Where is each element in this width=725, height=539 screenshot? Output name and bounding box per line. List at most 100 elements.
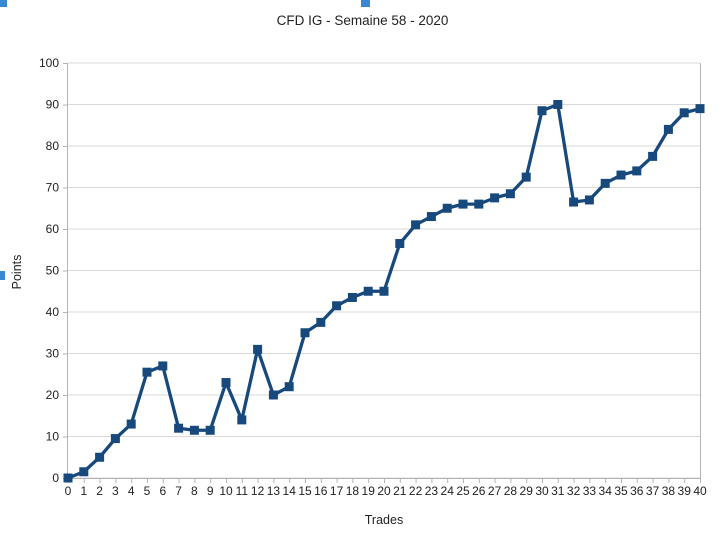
x-tick-label: 7 (175, 484, 182, 498)
data-point-marker[interactable] (521, 172, 531, 182)
data-point-marker[interactable] (79, 467, 89, 477)
x-tick-label: 29 (520, 484, 534, 498)
data-point-marker[interactable] (616, 170, 626, 180)
data-point-marker[interactable] (300, 328, 310, 338)
data-point-marker[interactable] (426, 212, 436, 222)
x-tick-label: 12 (251, 484, 265, 498)
data-point-marker[interactable] (379, 286, 389, 296)
data-point-marker[interactable] (347, 292, 357, 302)
data-point-marker[interactable] (316, 317, 326, 327)
data-point-marker[interactable] (695, 104, 705, 114)
x-tick-label: 35 (614, 484, 628, 498)
x-tick-label: 11 (236, 484, 249, 498)
data-point-marker[interactable] (505, 189, 515, 199)
data-point-marker[interactable] (95, 452, 105, 462)
x-tick-label: 40 (693, 484, 707, 498)
x-tick-label: 21 (393, 484, 407, 498)
x-tick-label: 27 (488, 484, 502, 498)
x-tick-label: 13 (267, 484, 281, 498)
x-tick-label: 33 (583, 484, 597, 498)
data-point-marker[interactable] (679, 108, 689, 118)
x-tick-label: 25 (456, 484, 470, 498)
x-tick-label: 5 (144, 484, 151, 498)
data-point-marker[interactable] (411, 220, 421, 230)
series-points[interactable] (63, 100, 705, 483)
y-tick-label: 30 (46, 347, 60, 361)
x-tick-label: 19 (362, 484, 376, 498)
x-tick-label: 0 (65, 484, 72, 498)
data-point-marker[interactable] (490, 193, 500, 203)
data-point-marker[interactable] (268, 390, 278, 400)
x-tick-label: 31 (551, 484, 565, 498)
data-point-marker[interactable] (363, 286, 373, 296)
x-tick-label: 6 (159, 484, 166, 498)
data-point-marker[interactable] (205, 425, 215, 435)
y-tick-label: 10 (46, 430, 60, 444)
data-point-marker[interactable] (158, 361, 168, 371)
data-point-marker[interactable] (237, 415, 247, 425)
x-tick-label: 26 (472, 484, 486, 498)
data-point-marker[interactable] (600, 178, 610, 188)
x-tick-label: 30 (535, 484, 549, 498)
x-tick-label: 24 (441, 484, 455, 498)
data-point-marker[interactable] (553, 100, 563, 109)
data-point-marker[interactable] (569, 197, 579, 207)
data-point-marker[interactable] (174, 423, 184, 433)
x-tick-label: 18 (346, 484, 360, 498)
data-point-marker[interactable] (189, 425, 199, 435)
x-tick-label: 32 (567, 484, 581, 498)
data-point-marker[interactable] (474, 199, 484, 209)
chart-title: CFD IG - Semaine 58 - 2020 (276, 13, 449, 28)
data-point-marker[interactable] (253, 344, 263, 354)
y-tick-label: 60 (46, 222, 60, 236)
data-point-marker[interactable] (142, 367, 152, 377)
x-tick-label: 22 (409, 484, 423, 498)
data-point-marker[interactable] (221, 378, 231, 388)
x-tick-label: 28 (504, 484, 518, 498)
data-point-marker[interactable] (332, 301, 342, 311)
selection-handle-left-middle[interactable] (0, 271, 5, 280)
data-point-marker[interactable] (584, 195, 594, 205)
y-tick-label: 100 (39, 56, 59, 70)
selection-handle-top-middle[interactable] (361, 0, 370, 7)
data-point-marker[interactable] (632, 166, 642, 176)
x-tick-label: 36 (630, 484, 644, 498)
x-tick-label: 14 (283, 484, 297, 498)
x-tick-label: 9 (207, 484, 214, 498)
data-point-marker[interactable] (395, 239, 405, 249)
x-tick-label: 3 (112, 484, 119, 498)
x-tick-label: 4 (128, 484, 135, 498)
data-point-marker[interactable] (126, 419, 136, 429)
data-point-marker[interactable] (663, 124, 673, 134)
y-tick-label: 50 (46, 264, 60, 278)
x-tick-label: 16 (314, 484, 328, 498)
y-tick-label: 80 (46, 139, 60, 153)
x-tick-label: 34 (599, 484, 613, 498)
x-tick-label: 37 (646, 484, 660, 498)
x-tick-label: 2 (96, 484, 103, 498)
x-tick-label: 20 (377, 484, 391, 498)
x-tick-label: 17 (330, 484, 344, 498)
y-axis-title: Points (10, 254, 24, 290)
y-tick-label: 40 (46, 305, 60, 319)
x-tick-label: 38 (662, 484, 676, 498)
x-tick-label: 15 (298, 484, 312, 498)
selection-handle-top-left[interactable] (0, 0, 7, 7)
data-point-marker[interactable] (648, 151, 658, 161)
data-point-marker[interactable] (458, 199, 468, 209)
data-point-marker[interactable] (110, 434, 120, 444)
data-point-marker[interactable] (442, 203, 452, 213)
y-tick-label: 0 (52, 471, 59, 485)
x-tick-label: 23 (425, 484, 439, 498)
y-tick-label: 90 (46, 98, 60, 112)
y-tick-label: 20 (46, 388, 60, 402)
x-tick-label: 8 (191, 484, 198, 498)
x-axis-title: Trades (364, 513, 404, 527)
data-point-marker[interactable] (537, 106, 547, 116)
data-point-marker[interactable] (284, 382, 294, 392)
x-tick-label: 39 (678, 484, 692, 498)
data-point-marker[interactable] (63, 473, 73, 483)
y-tick-label: 70 (46, 181, 60, 195)
